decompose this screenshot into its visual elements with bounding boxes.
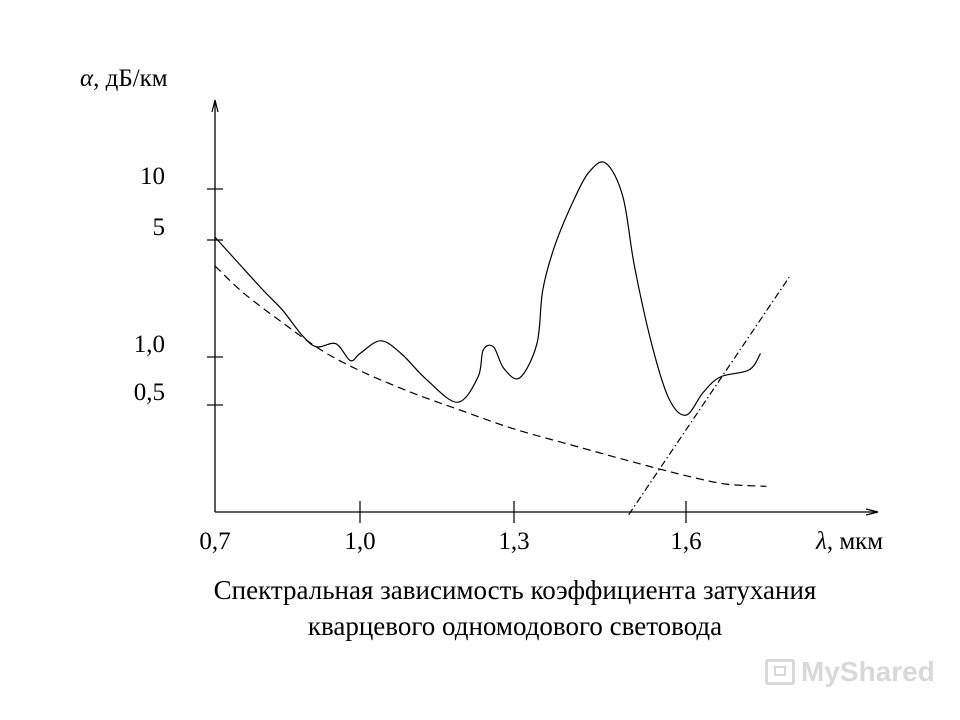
x-tick-label: 0,7 — [199, 528, 230, 555]
series-group — [214, 161, 790, 516]
y-tick-label: 0,5 — [134, 379, 165, 406]
x-tick-label: 1,3 — [498, 528, 529, 555]
watermark-text: MyShared — [801, 656, 935, 687]
y-tick-label: 5 — [153, 214, 166, 241]
y-axis-label: α, дБ/км — [80, 65, 168, 92]
series-line-dashed — [214, 265, 767, 487]
y-axis-symbol: α — [80, 65, 94, 92]
series-line-dash-dot — [628, 276, 790, 516]
x-axis-symbol: λ — [815, 528, 827, 555]
y-tick-label: 1,0 — [134, 331, 165, 358]
y-axis-unit: , дБ/км — [93, 65, 168, 92]
series-line-solid — [214, 161, 762, 416]
y-axis-arrow — [211, 99, 219, 113]
x-tick-label: 1,6 — [670, 528, 701, 555]
caption-line-1: Спектральная зависимость коэффициента за… — [213, 575, 817, 605]
labels-group: 10 5 1,0 0,5 0,7 1,0 1,3 1,6 α, дБ/км λ, мкм — [80, 65, 883, 555]
x-axis-label: λ, мкм — [815, 528, 883, 555]
caption-line-2: кварцевого одномодового световода — [307, 611, 723, 641]
x-tick-label: 1,0 — [344, 528, 375, 555]
ticks-group — [207, 188, 687, 523]
y-tick-label: 10 — [140, 163, 165, 190]
watermark: MyShared — [765, 656, 935, 688]
axes — [211, 99, 879, 516]
x-axis-arrow — [865, 508, 879, 516]
chart-caption: Спектральная зависимость коэффициента за… — [0, 572, 960, 644]
presentation-icon — [765, 659, 795, 685]
x-axis-unit: , мкм — [827, 528, 883, 555]
